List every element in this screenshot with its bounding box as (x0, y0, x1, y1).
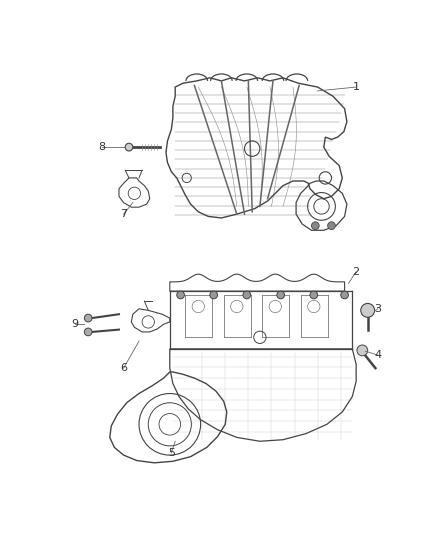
Circle shape (210, 291, 218, 299)
Text: 3: 3 (374, 304, 381, 314)
Text: 5: 5 (168, 448, 175, 458)
Circle shape (357, 345, 367, 356)
Circle shape (310, 291, 318, 299)
Circle shape (341, 291, 349, 299)
Circle shape (277, 291, 285, 299)
Circle shape (328, 222, 336, 230)
Circle shape (177, 291, 184, 299)
Circle shape (361, 303, 374, 317)
Text: 7: 7 (120, 209, 127, 219)
Circle shape (243, 291, 251, 299)
Text: 4: 4 (374, 350, 381, 360)
Circle shape (85, 314, 92, 322)
Text: 2: 2 (353, 267, 360, 277)
Circle shape (125, 143, 133, 151)
Circle shape (85, 328, 92, 336)
Text: 8: 8 (99, 142, 106, 152)
Text: 1: 1 (353, 82, 360, 92)
Text: 6: 6 (120, 363, 127, 373)
Circle shape (311, 222, 319, 230)
Text: 9: 9 (71, 319, 79, 329)
